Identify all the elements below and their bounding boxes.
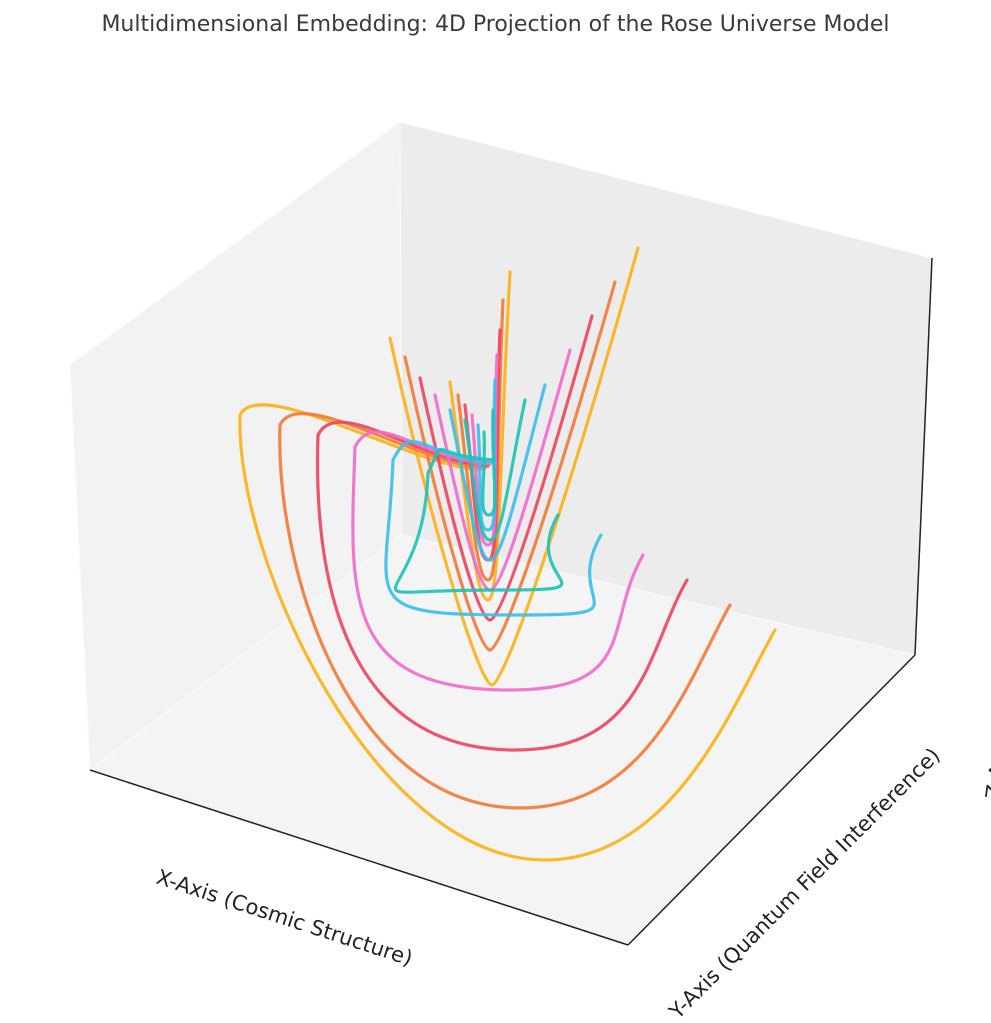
series-1-inner-curve xyxy=(448,270,512,602)
series-5-v-curve xyxy=(448,383,547,562)
x-axis-line xyxy=(89,769,629,946)
z-axis-label: Z-Axis (S xyxy=(981,705,991,800)
series-2-v-curve xyxy=(403,280,617,652)
series-3-v-curve xyxy=(418,314,594,622)
series-1-v-curve xyxy=(388,246,640,687)
z-axis-line xyxy=(914,257,933,656)
series-3-u-curve xyxy=(315,420,689,752)
x-axis-label: X-Axis (Cosmic Structure) xyxy=(153,865,415,971)
series-5-u-curve xyxy=(384,440,603,617)
curves-group xyxy=(238,246,777,862)
series-6-u-curve xyxy=(393,447,564,594)
series-2-inner-curve xyxy=(456,298,505,582)
series-6-v-curve xyxy=(463,398,527,542)
series-2-u-curve xyxy=(278,412,732,810)
chart-title: Multidimensional Embedding: 4D Projectio… xyxy=(101,12,890,37)
y-axis-line xyxy=(627,654,916,946)
series-4-u-curve xyxy=(351,430,645,692)
